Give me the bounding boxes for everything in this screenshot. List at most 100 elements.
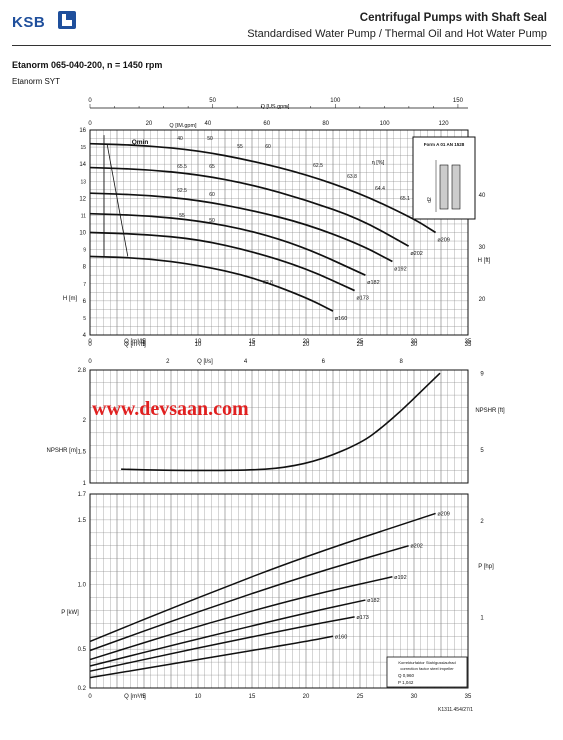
head-ytick-minor-label: 5 (83, 316, 86, 322)
head-xtick-label: 20 (303, 339, 310, 345)
impeller-shape-icon (439, 164, 449, 210)
ksb-mark-icon (58, 11, 76, 29)
npsh-ytick-label: 2.8 (78, 368, 87, 374)
head-curve-label-1: ø202 (410, 251, 423, 257)
head-xtick-label: 25 (357, 339, 364, 345)
head-ytick-label: 14 (79, 162, 86, 168)
power-ytick-label: 1.7 (78, 492, 87, 498)
d2-label: d2 (427, 197, 433, 203)
npsh-top-xtick-label: 0 (88, 342, 92, 348)
head-ytick-right-label: 30 (479, 245, 486, 251)
npsh-xaxis-label: Q [l/s] (197, 359, 213, 365)
head-ytick-right-label: 40 (479, 193, 486, 199)
head-curve-label-4: ø173 (356, 296, 369, 302)
head-ytick-label: 10 (79, 231, 86, 237)
head-xtick-label: 0 (88, 339, 92, 345)
npsh-top-xaxis-label: Q [m³/h] (124, 342, 146, 348)
head-ytick-label: 6 (83, 299, 87, 305)
correction-title2: correction factor steel impeller (400, 666, 454, 671)
power-xtick-label: 15 (249, 694, 256, 700)
head-curve-1 (89, 166, 410, 247)
head-ytick-label: 16 (79, 128, 86, 134)
npsh-xtick-label: 8 (399, 359, 403, 365)
power-xtick-label: 35 (465, 694, 472, 700)
npsh-ytick-label: 2 (83, 418, 87, 424)
power-ytick-right-label: 1 (480, 615, 484, 621)
head-xtick-label: 35 (465, 339, 472, 345)
series-label: Etanorm SYT (12, 77, 61, 86)
top-axis-usgpm-label: 150 (453, 98, 464, 104)
head-eff-label-4: 62.5 (313, 163, 323, 169)
top-axis-imgpm-label: 80 (322, 121, 329, 127)
watermark: www.devsaan.com (92, 398, 249, 420)
head-eff-label-11: 60 (209, 192, 215, 198)
top-axis-usgpm-title: Q [US.gpm] (261, 104, 290, 110)
power-curve-label-5: ø160 (335, 634, 348, 640)
correction-p: P 1,042 (398, 680, 414, 685)
top-axis-usgpm-label: 0 (88, 98, 92, 104)
npsh-top-xtick-label: 25 (357, 342, 364, 348)
head-eff-label-6: 64.4 (375, 186, 385, 192)
head-curve-label-0: ø209 (437, 238, 450, 244)
npsh-xtick-label: 2 (166, 359, 170, 365)
page-title: Centrifugal Pumps with Shaft Seal (359, 12, 547, 24)
npsh-ytick-right-label: 5 (480, 448, 484, 454)
power-curve-5 (89, 635, 334, 679)
npsh-top-xtick-label: 20 (303, 342, 310, 348)
power-curve-label-2: ø192 (394, 575, 407, 581)
head-curve-label-5: ø160 (335, 316, 348, 322)
head-yaxis-label: H [m] (63, 296, 78, 302)
power-ytick-label: 1.5 (78, 518, 87, 524)
power-curve-4 (89, 616, 355, 672)
power-xtick-label: 0 (88, 694, 92, 700)
power-ytick-label: 0.5 (78, 647, 87, 653)
top-axis-imgpm-label: 0 (88, 121, 92, 127)
head-xaxis-label: Q [m³/h] (124, 339, 146, 345)
head-xtick-label: 10 (195, 339, 202, 345)
power-curve-label-0: ø209 (437, 511, 450, 517)
head-eff-label-14: 62.8 (263, 280, 273, 286)
power-xtick-label: 25 (357, 694, 364, 700)
qmin-line-2 (106, 143, 129, 257)
top-axis-imgpm-label: 20 (146, 121, 153, 127)
power-curve-3 (89, 599, 366, 667)
correction-box (386, 656, 468, 688)
power-curve-2 (89, 576, 393, 661)
power-xtick-label: 30 (411, 694, 418, 700)
npsh-top-xtick-label: 5 (142, 342, 146, 348)
power-xtick-label: 20 (303, 694, 310, 700)
head-ytick-minor-label: 15 (80, 145, 86, 151)
power-xtick-label: 5 (142, 694, 146, 700)
form-box-label: Form A 01 AN 1528 (424, 142, 465, 147)
top-axis-imgpm-label: 60 (263, 121, 270, 127)
npsh-ytick-right-label: 9 (480, 372, 484, 378)
head-ytick-label: 4 (83, 333, 87, 339)
head-ytick-label: 12 (79, 196, 86, 202)
header-divider (12, 45, 551, 46)
head-curve-4 (89, 231, 355, 292)
top-axis-imgpm-title: Q [IM.gpm] (169, 123, 197, 129)
model-label: Etanorm 065-040-200, n = 1450 rpm (12, 60, 163, 70)
power-curve-1 (89, 545, 409, 652)
npsh-top-xtick-label: 15 (249, 342, 256, 348)
head-eff-label-5: 63.8 (347, 174, 357, 180)
doc-code: K1311.454/27/1 (438, 707, 473, 713)
correction-q: Q 0,960 (398, 673, 415, 678)
head-eff-label-0: 40 (177, 136, 183, 142)
power-ytick-label: 1.0 (78, 583, 87, 589)
head-xtick-label: 15 (249, 339, 256, 345)
head-ytick-right-label: 20 (479, 297, 486, 303)
npsh-xtick-label: 6 (322, 359, 326, 365)
head-eff-label-1: 50 (207, 136, 213, 142)
head-xtick-label: 30 (411, 339, 418, 345)
top-axis-imgpm-label: 40 (205, 121, 212, 127)
head-ytick-minor-label: 9 (83, 248, 86, 254)
power-curve-label-3: ø182 (367, 598, 380, 604)
head-eff-label-13: 50 (209, 218, 215, 224)
npsh-grid-frame (89, 369, 469, 484)
npsh-top-xtick-label: 30 (411, 342, 418, 348)
power-curve-label-4: ø173 (356, 615, 369, 621)
correction-title: Korrekturfaktor Stahlgusslaufrad (398, 660, 455, 665)
npsh-yaxis-label: NPSHR [m] (46, 448, 77, 454)
head-eff-label-9: 65 (209, 164, 215, 170)
